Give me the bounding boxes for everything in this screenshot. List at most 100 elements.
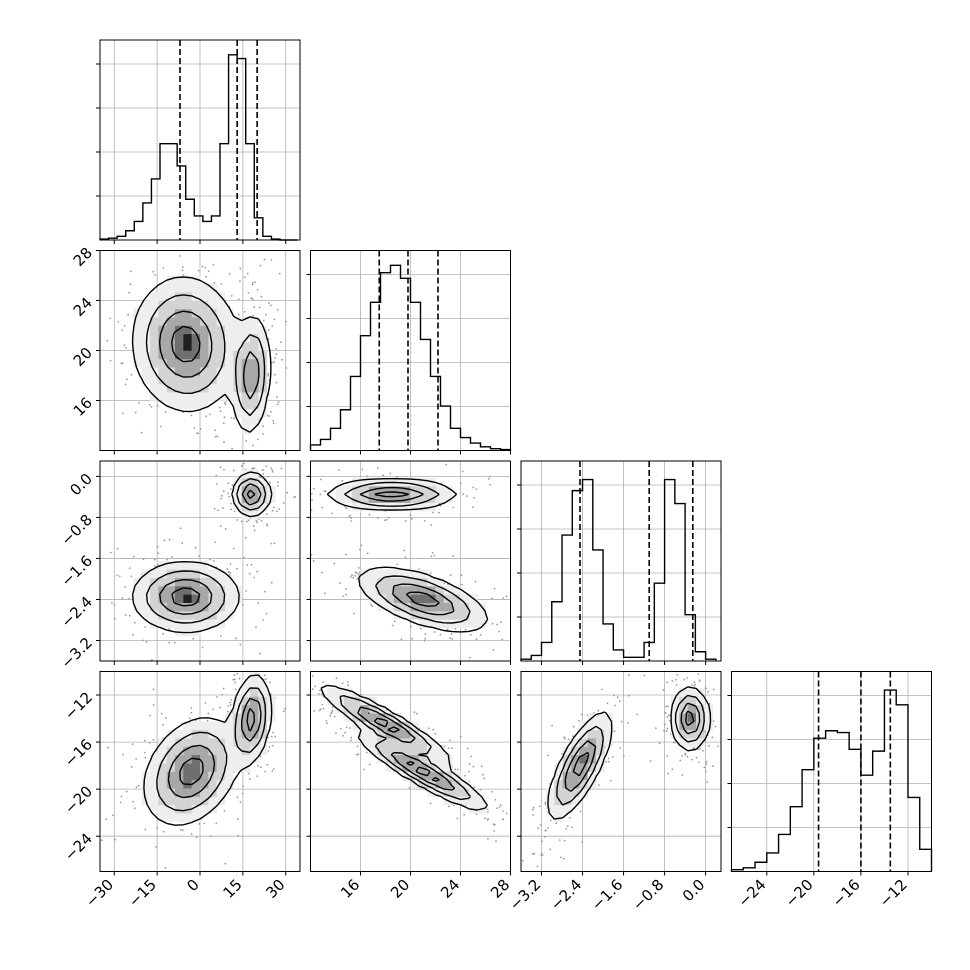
panel-1-2-point-132 xyxy=(462,493,465,495)
panel-0-2-density-cell-25 xyxy=(150,602,159,612)
panel-2-3-point-96 xyxy=(544,801,547,804)
y-tick-label-2-4: 0.0 xyxy=(66,470,96,500)
panel-1-2-density-cell-112 xyxy=(443,486,453,495)
panel-0-3-density-cell-14 xyxy=(150,796,159,806)
panel-1-2-point-221 xyxy=(423,640,426,642)
panel-2-3-density-cell-75 xyxy=(696,704,705,714)
panel-0-3-point-157 xyxy=(107,746,109,749)
panel-0-2-point-262 xyxy=(220,497,222,500)
panel-1-2-density-cell-5 xyxy=(460,619,470,628)
panel-0-1-density-cell-153 xyxy=(258,325,267,335)
panel-0-1-point-172 xyxy=(204,266,207,269)
panel-0-2-density-cell-96 xyxy=(241,494,251,503)
panel-0-1-density-cell-101 xyxy=(225,350,234,360)
panel-0-3-density-cell-62 xyxy=(208,763,217,772)
panel-0-3-density-cell-141 xyxy=(250,696,259,706)
panel-0-1-density-cell-138 xyxy=(133,325,142,335)
panel-2-3-density-cell-76 xyxy=(704,704,713,714)
panel-1-2-density-cell-64 xyxy=(418,577,428,587)
panel-1-3-point-343 xyxy=(408,786,411,789)
panel-0-1-point-216 xyxy=(256,289,259,291)
panel-0-1-density-cell-29 xyxy=(258,392,267,401)
panel-1-3-density-cell-82 xyxy=(377,713,386,722)
panel-0-3-density-cell-123 xyxy=(225,721,234,731)
panel-0-1-point-184 xyxy=(123,344,126,347)
panel-0-2-point-279 xyxy=(265,465,268,467)
panel-1-2-point-142 xyxy=(465,495,468,497)
panel-1-3-density-cell-31 xyxy=(418,763,428,772)
panel-1-2-point-297 xyxy=(450,633,453,635)
panel-1-3-point-327 xyxy=(487,837,489,840)
panel-1-3-point-139 xyxy=(331,711,333,713)
panel-0-1-density-cell-105 xyxy=(258,350,267,360)
panel-0-2-point-17 xyxy=(213,560,215,562)
panel-0-3-density-cell-81 xyxy=(166,746,176,756)
panel-0-1-density-cell-150 xyxy=(233,325,242,335)
panel-0-1-density-cell-197 xyxy=(200,292,209,301)
panel-0-2-point-30 xyxy=(232,547,235,550)
panel-0-3-density-cell-47 xyxy=(166,771,176,781)
panel-1-3-point-116 xyxy=(468,763,471,766)
panel-0-1-density-cell-111 xyxy=(175,342,184,351)
panel-2-3-point-299 xyxy=(672,741,675,744)
panel-2-3-point-221 xyxy=(676,674,678,676)
panel-1-3-point-56 xyxy=(360,693,363,696)
panel-0-2-density-cell-81 xyxy=(208,569,217,578)
panel-2-3-point-289 xyxy=(665,705,667,708)
panel-0-1-density-cell-161 xyxy=(191,317,201,326)
y-tick-label-1-1: 20 xyxy=(70,344,96,370)
panel-1-3-density-cell-46 xyxy=(385,746,395,756)
panel-0-1-density-cell-186 xyxy=(183,300,192,310)
panel-0-1-density-cell-56 xyxy=(241,375,251,385)
panel-0-1-density-cell-147 xyxy=(208,325,217,335)
panel-0-2-density-cell-67 xyxy=(183,577,192,587)
panel-1-3-point-337 xyxy=(345,726,348,729)
panel-2-3-density-cell-7 xyxy=(571,796,580,806)
panel-0-3-density-cell-99 xyxy=(208,738,217,747)
panel-0-1-density-cell-68 xyxy=(216,367,226,376)
panel-0-2-density-cell-5 xyxy=(166,619,176,628)
panel-0-3-point-117 xyxy=(120,795,123,798)
panel-1-3-density-cell-87 xyxy=(352,704,361,714)
panel-2-3-point-118 xyxy=(578,719,580,722)
panel-0-3-density-cell-104 xyxy=(250,738,259,747)
panel-0-1-density-cell-116 xyxy=(216,342,226,351)
panel-2-3-point-139 xyxy=(608,760,610,763)
panel-1-3-density-cell-32 xyxy=(427,763,436,772)
panel-0-1-density-cell-42 xyxy=(250,383,259,393)
panel-2-3-point-103 xyxy=(597,709,600,712)
panel-1-2-density-cell-27 xyxy=(443,602,453,612)
panel-2-3-point-314 xyxy=(684,752,687,755)
panel-0-1-point-326 xyxy=(272,422,275,425)
panel-0-1-point-293 xyxy=(262,433,264,435)
panel-2-3-point-102 xyxy=(532,814,535,816)
panel-1-3-density-cell-17 xyxy=(443,779,453,789)
panel-0-1-density-cell-117 xyxy=(225,342,234,351)
panel-0-1-density-cell-136 xyxy=(250,333,259,343)
panel-2-3-point-317 xyxy=(663,729,665,732)
panel-0-2-point-42 xyxy=(229,563,232,565)
panel-0-1-point-119 xyxy=(125,347,127,349)
panel-2-3-point-125 xyxy=(613,730,616,732)
panel-0-2-point-223 xyxy=(271,509,274,512)
panel-1-3-density-cell-99 xyxy=(343,688,353,697)
panel-1-3-density-cell-94 xyxy=(352,696,361,706)
panel-0-1-density-cell-10 xyxy=(191,400,201,410)
panel-0-1-density-cell-41 xyxy=(241,383,251,393)
panel-0-1-density-cell-168 xyxy=(250,317,259,326)
panel-0-3-density-cell-69 xyxy=(166,754,176,764)
panel-1-2-point-270 xyxy=(345,593,347,596)
panel-1-3-density-cell-62 xyxy=(360,729,370,739)
panel-2-3-point-135 xyxy=(538,805,541,808)
panel-1-3-density-cell-69 xyxy=(418,729,428,739)
panel-0-1-point-204 xyxy=(267,374,270,377)
panel-2-3-density-cell-80 xyxy=(696,696,705,706)
panel-0-2-point-35 xyxy=(242,604,244,606)
panel-1-3-point-32 xyxy=(331,709,334,712)
panel-2-3-point-151 xyxy=(597,784,600,787)
panel-0-1-point-53 xyxy=(106,339,109,342)
panel-2-3-point-227 xyxy=(679,759,682,762)
panel-0-1-density-cell-2 xyxy=(250,417,259,426)
panel-0-2-point-32 xyxy=(248,572,251,575)
panel-0-3-density-cell-125 xyxy=(241,721,251,731)
